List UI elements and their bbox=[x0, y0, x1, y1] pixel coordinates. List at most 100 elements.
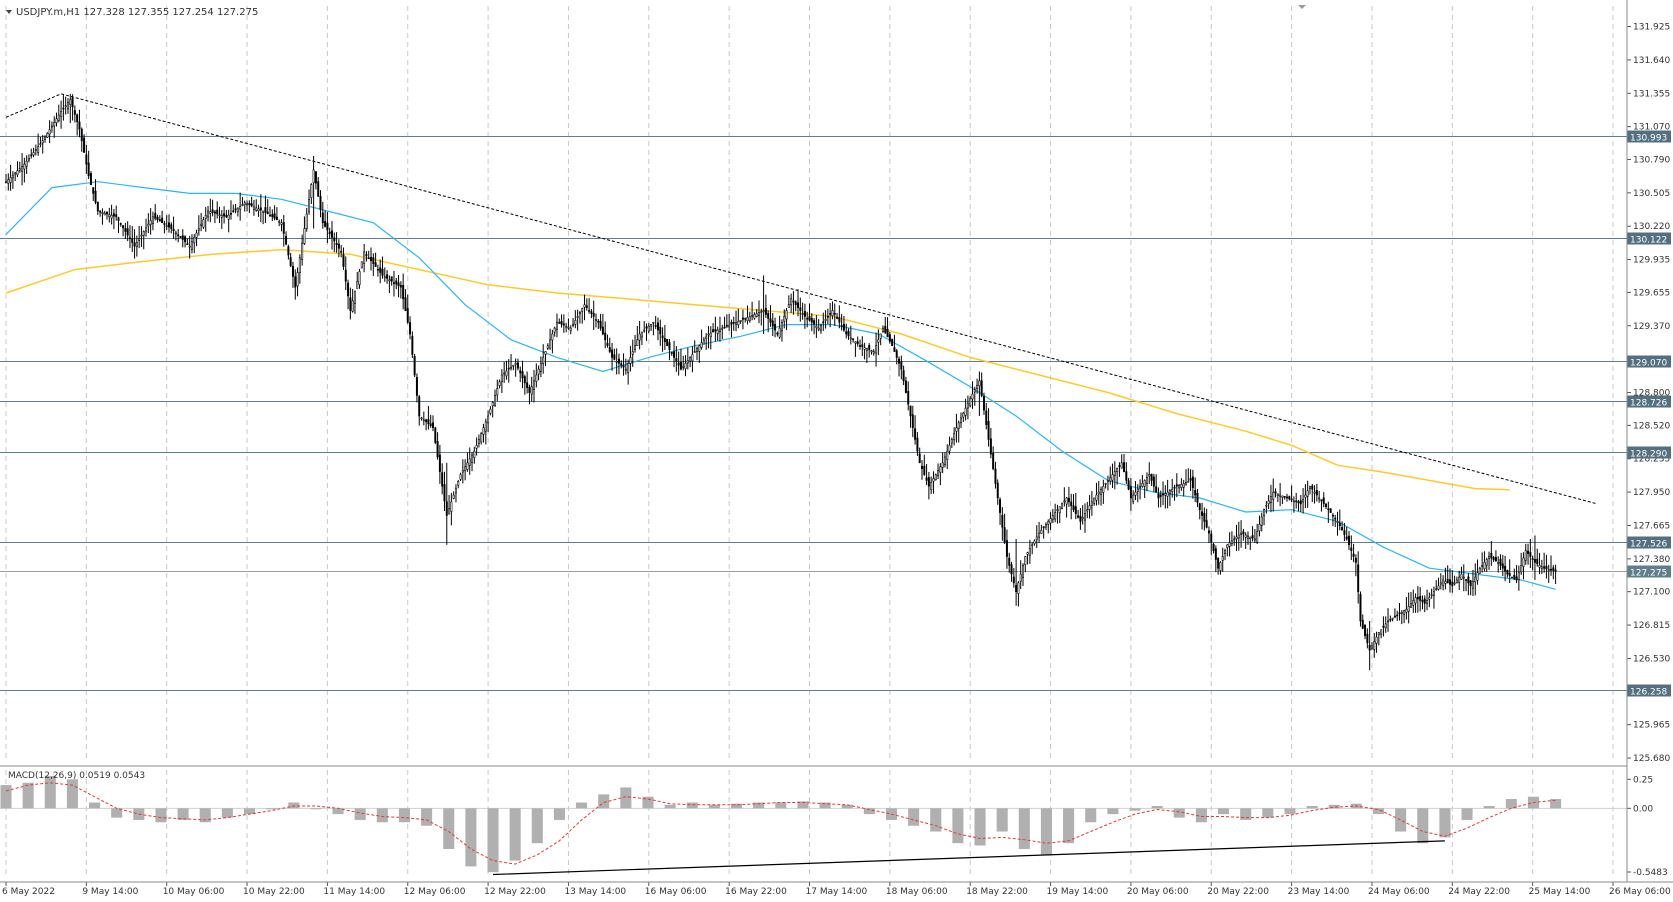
candle-body[interactable] bbox=[1524, 550, 1527, 561]
candle-body[interactable] bbox=[634, 345, 637, 350]
candle-body[interactable] bbox=[227, 214, 230, 220]
candle-body[interactable] bbox=[172, 228, 175, 232]
candle-body[interactable] bbox=[1375, 636, 1378, 644]
candle-body[interactable] bbox=[1191, 476, 1194, 489]
candle-body[interactable] bbox=[1370, 645, 1373, 649]
candles[interactable] bbox=[5, 93, 1557, 671]
candle-body[interactable] bbox=[241, 204, 244, 206]
candle-body[interactable] bbox=[696, 348, 698, 353]
candle-body[interactable] bbox=[969, 398, 972, 407]
candle-body[interactable] bbox=[365, 254, 368, 256]
candle-body[interactable] bbox=[14, 172, 17, 175]
candle-body[interactable] bbox=[1540, 566, 1543, 569]
candle-body[interactable] bbox=[1515, 576, 1518, 581]
candle-body[interactable] bbox=[613, 354, 616, 360]
candle-body[interactable] bbox=[252, 206, 255, 210]
candle-body[interactable] bbox=[574, 320, 577, 325]
candle-body[interactable] bbox=[923, 465, 926, 475]
candle-body[interactable] bbox=[512, 364, 515, 367]
candle-body[interactable] bbox=[151, 216, 154, 224]
candle-body[interactable] bbox=[744, 318, 747, 320]
candle-body[interactable] bbox=[138, 238, 141, 241]
candle-body[interactable] bbox=[581, 308, 584, 312]
candle-body[interactable] bbox=[498, 381, 501, 386]
candle-body[interactable] bbox=[999, 499, 1002, 513]
candle-body[interactable] bbox=[1322, 497, 1325, 505]
candle-body[interactable] bbox=[285, 236, 288, 245]
candle-body[interactable] bbox=[1102, 485, 1105, 493]
candle-body[interactable] bbox=[367, 257, 370, 260]
candle-body[interactable] bbox=[337, 243, 340, 249]
candle-body[interactable] bbox=[1173, 486, 1176, 489]
price-axis[interactable]: 131.925 131.640 131.355 131.070 130.790 130.5… bbox=[1627, 22, 1671, 764]
candle-body[interactable] bbox=[1207, 530, 1210, 534]
candle-body[interactable] bbox=[1265, 504, 1268, 507]
candle-body[interactable] bbox=[1488, 556, 1491, 559]
candle-body[interactable] bbox=[275, 216, 278, 221]
candle-body[interactable] bbox=[1451, 581, 1454, 587]
candle-body[interactable] bbox=[505, 370, 508, 377]
candle-body[interactable] bbox=[1079, 515, 1082, 522]
candle-body[interactable] bbox=[650, 323, 653, 327]
candle-body[interactable] bbox=[661, 335, 664, 339]
candle-body[interactable] bbox=[732, 322, 735, 324]
candle-body[interactable] bbox=[1118, 465, 1121, 467]
candle-body[interactable] bbox=[953, 433, 956, 441]
candle-body[interactable] bbox=[321, 212, 324, 223]
candle-body[interactable] bbox=[11, 174, 14, 179]
candle-body[interactable] bbox=[1414, 597, 1417, 604]
candle-body[interactable] bbox=[914, 428, 917, 440]
candle-body[interactable] bbox=[255, 207, 258, 211]
candle-body[interactable] bbox=[1242, 531, 1245, 535]
candle-body[interactable] bbox=[1302, 499, 1305, 503]
candle-body[interactable] bbox=[347, 282, 350, 297]
candle-body[interactable] bbox=[900, 361, 903, 370]
candle-body[interactable] bbox=[18, 168, 21, 171]
candle-body[interactable] bbox=[562, 323, 565, 326]
candle-body[interactable] bbox=[1005, 540, 1008, 557]
candle-body[interactable] bbox=[110, 215, 113, 219]
candle-body[interactable] bbox=[1481, 565, 1484, 567]
candle-body[interactable] bbox=[1269, 496, 1272, 503]
candle-body[interactable] bbox=[746, 317, 749, 321]
candle-body[interactable] bbox=[1279, 494, 1282, 497]
candle-body[interactable] bbox=[1368, 644, 1371, 651]
candle-body[interactable] bbox=[445, 501, 448, 516]
candle-body[interactable] bbox=[792, 300, 795, 303]
candle-body[interactable] bbox=[133, 242, 136, 247]
candle-body[interactable] bbox=[723, 326, 726, 329]
candle-body[interactable] bbox=[758, 312, 760, 316]
candle-body[interactable] bbox=[1109, 477, 1112, 482]
candle-body[interactable] bbox=[119, 223, 122, 225]
candle-body[interactable] bbox=[46, 133, 49, 138]
candle-body[interactable] bbox=[165, 225, 168, 227]
candle-body[interactable] bbox=[585, 305, 588, 308]
candle-body[interactable] bbox=[861, 344, 864, 347]
candle-body[interactable] bbox=[1364, 624, 1367, 636]
candle-body[interactable] bbox=[519, 370, 522, 374]
candle-body[interactable] bbox=[1506, 570, 1509, 575]
candle-body[interactable] bbox=[907, 391, 910, 405]
candle-body[interactable] bbox=[1465, 579, 1468, 581]
candle-body[interactable] bbox=[916, 437, 919, 452]
time-axis[interactable]: 6 May 2022 9 May 14:00 10 May 06:00 10 May … bbox=[2, 882, 1671, 897]
candle-body[interactable] bbox=[170, 224, 173, 229]
candle-body[interactable] bbox=[436, 441, 439, 458]
candle-body[interactable] bbox=[748, 316, 751, 322]
candle-body[interactable] bbox=[1405, 608, 1408, 613]
candle-body[interactable] bbox=[108, 214, 111, 217]
candle-body[interactable] bbox=[353, 290, 356, 304]
candle-body[interactable] bbox=[769, 318, 772, 323]
candle-body[interactable] bbox=[124, 227, 127, 232]
candle-body[interactable] bbox=[1180, 483, 1183, 488]
candle-body[interactable] bbox=[188, 245, 191, 248]
candle-body[interactable] bbox=[1527, 550, 1530, 554]
candle-body[interactable] bbox=[686, 360, 689, 364]
candle-body[interactable] bbox=[1308, 485, 1311, 490]
candle-body[interactable] bbox=[640, 331, 643, 338]
candle-body[interactable] bbox=[55, 118, 58, 124]
candle-body[interactable] bbox=[257, 208, 260, 212]
candle-body[interactable] bbox=[1201, 511, 1204, 516]
candle-body[interactable] bbox=[1111, 474, 1114, 481]
candle-body[interactable] bbox=[154, 213, 157, 219]
